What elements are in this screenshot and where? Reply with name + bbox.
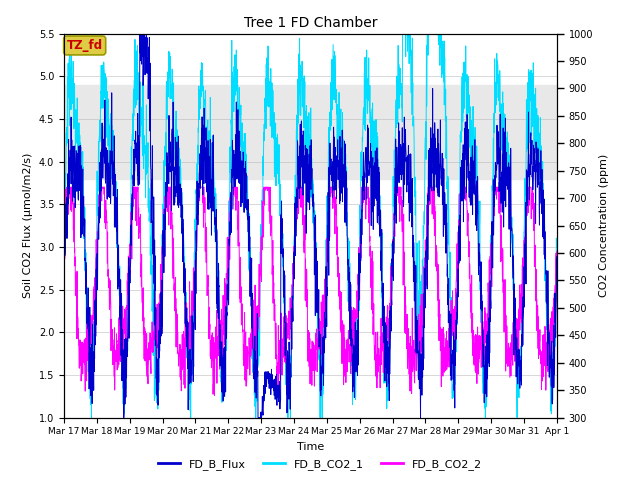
X-axis label: Time: Time [297,442,324,452]
Y-axis label: Soil CO2 Flux (μmol/m2/s): Soil CO2 Flux (μmol/m2/s) [23,153,33,298]
Title: Tree 1 FD Chamber: Tree 1 FD Chamber [244,16,377,30]
Y-axis label: CO2 Concentration (ppm): CO2 Concentration (ppm) [598,154,609,297]
Legend: FD_B_Flux, FD_B_CO2_1, FD_B_CO2_2: FD_B_Flux, FD_B_CO2_1, FD_B_CO2_2 [154,455,486,474]
Bar [64,85,557,179]
Text: TZ_fd: TZ_fd [67,39,103,52]
